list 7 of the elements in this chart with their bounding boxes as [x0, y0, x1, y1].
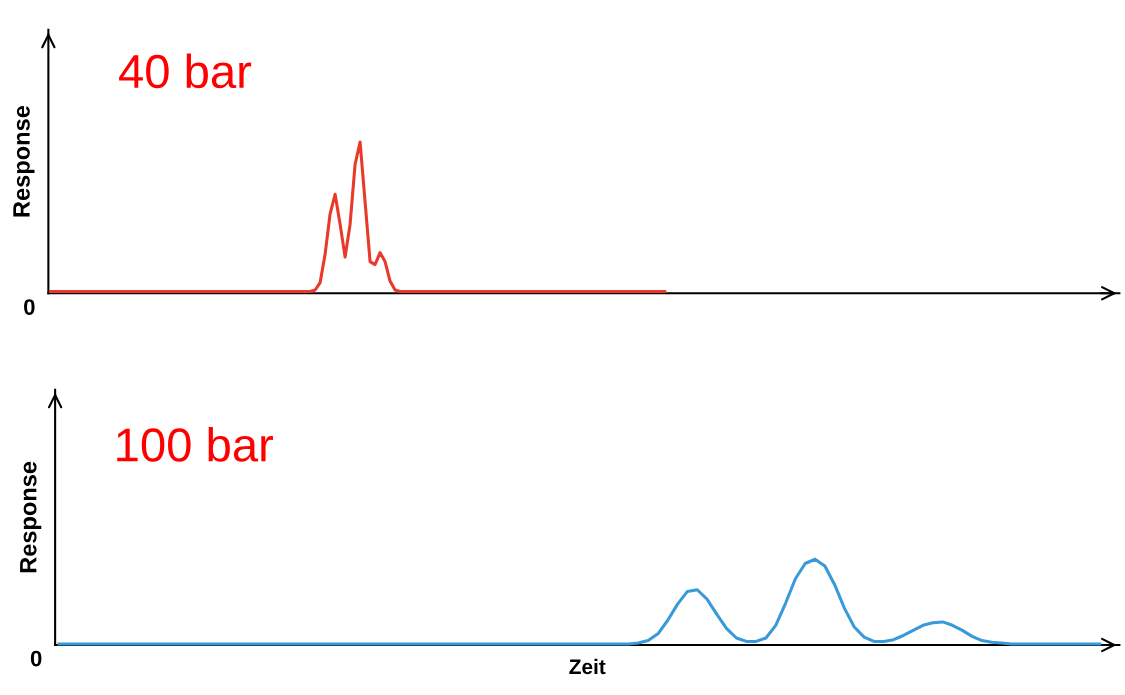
x-axis-title: Zeit: [569, 658, 606, 675]
chart-title: 40 bar: [119, 53, 252, 89]
text: 0: [24, 299, 35, 315]
y-axis-title: Response: [13, 105, 35, 217]
text: 0: [30, 650, 42, 667]
y-axis-title: Response: [20, 461, 42, 573]
chart-title: 100 bar: [117, 427, 274, 462]
